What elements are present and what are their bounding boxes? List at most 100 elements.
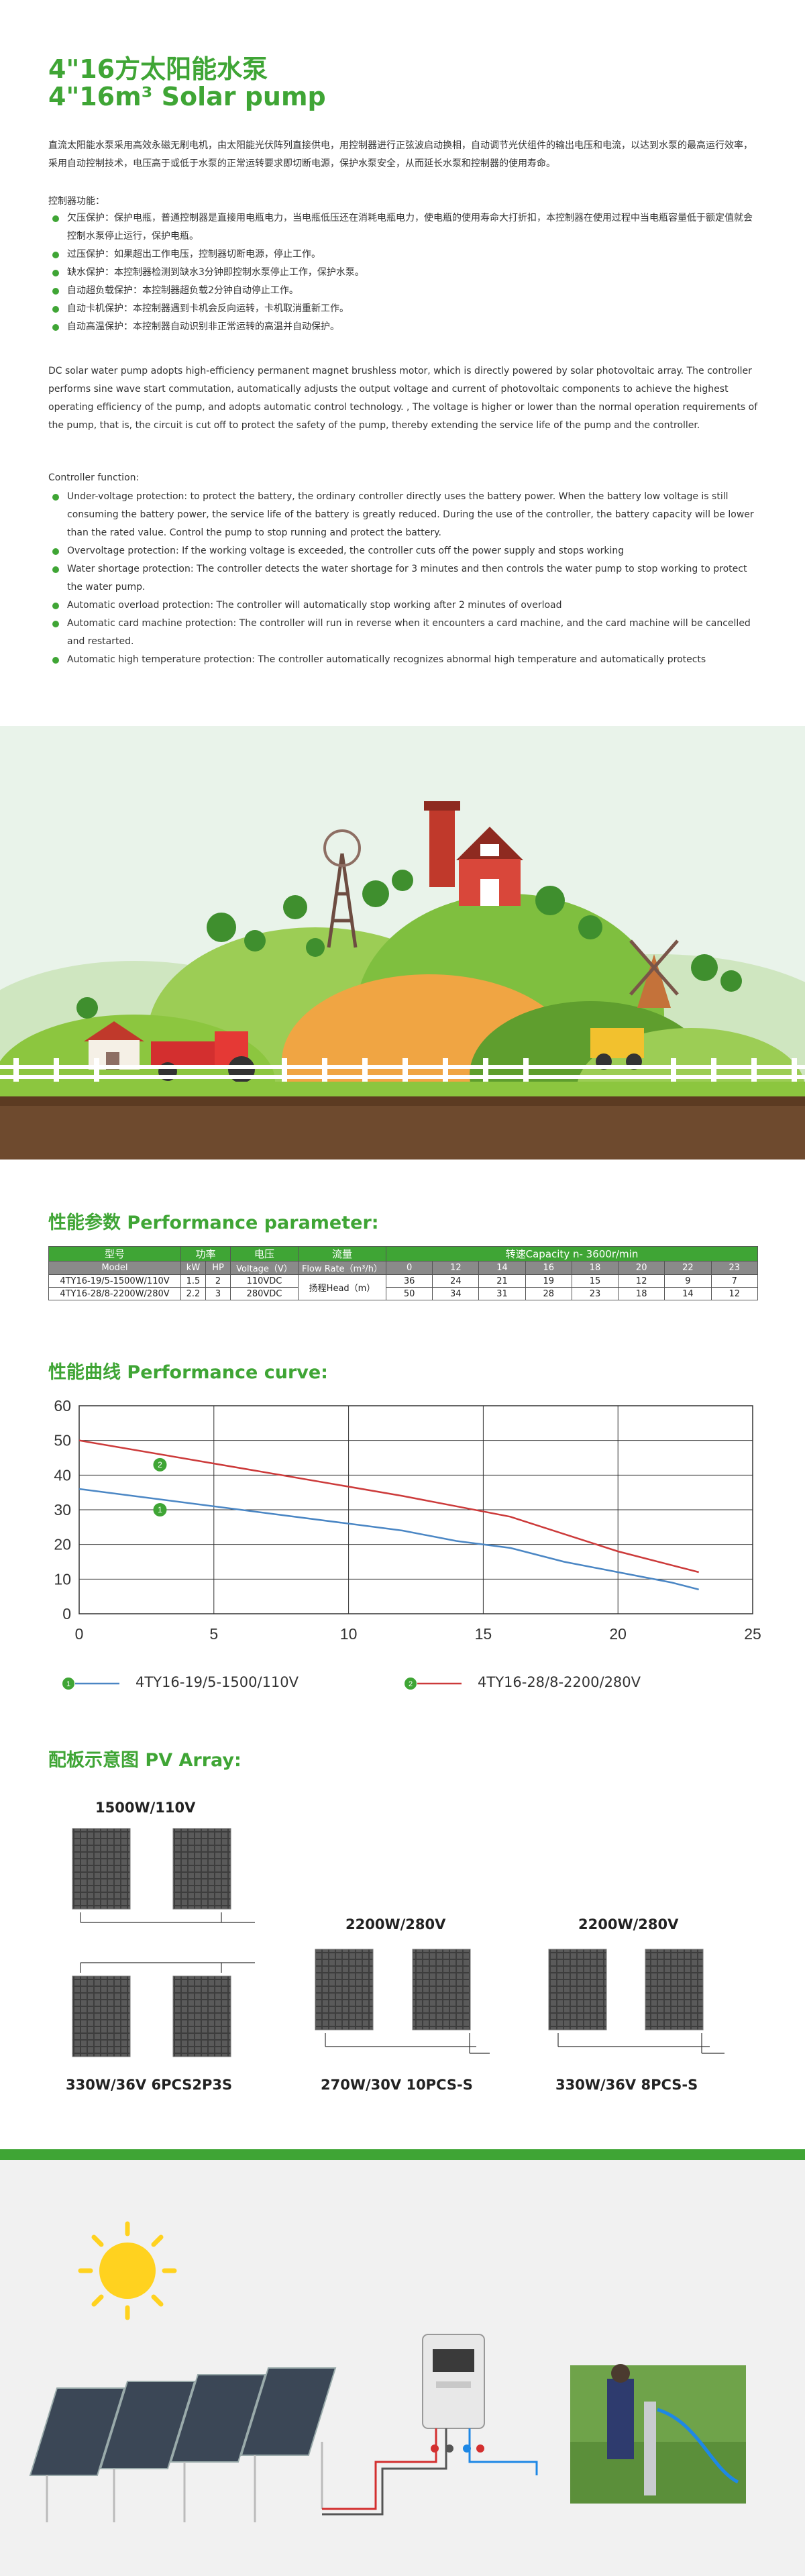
table-cell: 23 (571, 1287, 619, 1300)
table-cell: 12 (710, 1287, 759, 1300)
table-row: 4TY16-28/8-2200W/280V 2.2 3 280VDC 50 34… (48, 1287, 759, 1300)
table-cell: 50 (385, 1287, 433, 1300)
list-item: Automatic card machine protection: The c… (48, 615, 759, 651)
header-cell: HP (205, 1261, 231, 1275)
list-item: Under-voltage protection: to protect the… (48, 488, 759, 542)
series-line-2 (78, 1439, 699, 1574)
table-cell: 7 (710, 1274, 759, 1288)
pv-group-2-spec: 270W/30V 10PCS-S (321, 2077, 473, 2093)
table-cell: 280VDC (230, 1287, 299, 1300)
list-item: Automatic high temperature protection: T… (48, 651, 759, 669)
list-item: 缺水保护：本控制器检测到缺水3分钟即控制水泵停止工作，保护水泵。 (48, 264, 759, 282)
pv-heading: 配板示意图 PV Array: (48, 1750, 241, 1771)
performance-curve-chart: 0 10 20 30 40 50 60 0 5 10 15 20 25 1 2 (54, 1397, 761, 1643)
table-cell: 扬程Head（m） (298, 1274, 386, 1300)
performance-table: 型号 功率 电压 流量 转速Capacity n- 3600r/min Mode… (48, 1246, 759, 1300)
table-cell: 36 (385, 1274, 433, 1288)
table-cell: 1.5 (180, 1274, 206, 1288)
header-cell: 功率 (180, 1246, 231, 1261)
list-item: 欠压保护：保护电瓶，普通控制器是直接用电瓶电力，当电瓶低压还在消耗电瓶电力，使电… (48, 209, 759, 246)
performance-heading: 性能参数 Performance parameter: (48, 1213, 379, 1233)
list-item: 自动高温保护：本控制器自动识别非正常运转的高温并自动保护。 (48, 318, 759, 336)
series-marker-label-2: 2 (158, 1460, 162, 1470)
x-tick-label: 15 (475, 1625, 492, 1643)
intro-english: DC solar water pump adopts high-efficien… (48, 366, 758, 431)
solar-panel-group-3 (548, 1949, 724, 2054)
legend-item-2: 2 4TY16-28/8-2200/280V (402, 1673, 751, 1694)
header-cell: Voltage（V） (230, 1261, 299, 1275)
y-tick-label: 60 (54, 1397, 71, 1414)
series-line-1 (78, 1488, 699, 1591)
barn-icon (424, 801, 523, 906)
y-tick-label: 40 (54, 1466, 71, 1484)
green-divider (0, 2149, 805, 2160)
title-chinese: 4"16方太阳能水泵 (48, 54, 268, 84)
controller-list-cn: 欠压保护：保护电瓶，普通控制器是直接用电瓶电力，当电瓶低压还在消耗电瓶电力，使电… (48, 209, 759, 336)
legend-label-1: 4TY16-19/5-1500/110V (136, 1674, 299, 1690)
house-icon (84, 1021, 144, 1070)
title-english: 4"16m³ Solar pump (48, 82, 326, 111)
x-tick-label: 20 (609, 1625, 627, 1643)
pv-group-3-power: 2200W/280V (578, 1916, 679, 1933)
pv-group-2-power: 2200W/280V (345, 1916, 446, 1933)
x-tick-label: 25 (744, 1625, 761, 1643)
header-cell: kW (180, 1261, 206, 1275)
list-item: 过压保护：如果超出工作电压，控制器切断电源，停止工作。 (48, 246, 759, 264)
x-tick-label: 10 (340, 1625, 358, 1643)
series-marker-2 (153, 1457, 167, 1472)
list-item: Water shortage protection: The controlle… (48, 560, 759, 597)
wind-tower-icon (323, 829, 361, 948)
table-cell: 19 (525, 1274, 572, 1288)
series-marker-1 (153, 1503, 167, 1516)
farm-illustration (0, 726, 805, 1160)
header-cell: 18 (571, 1261, 619, 1275)
header-cell: Model (48, 1261, 181, 1275)
table-cell: 4TY16-28/8-2200W/280V (48, 1287, 181, 1300)
solar-panel-group-1 (72, 1828, 255, 2057)
intro-chinese: 直流太阳能水泵采用高效永磁无刷电机，由太阳能光伏阵列直接供电，用控制器进行正弦波… (48, 140, 753, 169)
table-cell: 28 (525, 1287, 572, 1300)
y-tick-label: 10 (54, 1570, 71, 1588)
table-row: 4TY16-19/5-1500W/110V 1.5 2 110VDC 扬程Hea… (48, 1274, 759, 1300)
header-cell: 0 (385, 1261, 433, 1275)
pump-icon (644, 2402, 656, 2495)
legend-marker-1: 1 (62, 1678, 119, 1690)
pv-group-3-spec: 330W/36V 8PCS-S (555, 2077, 698, 2093)
system-illustration (29, 2221, 746, 2522)
pump-controller-icon (422, 2334, 485, 2429)
table-cell: 21 (478, 1274, 526, 1288)
header-cell: Flow Rate（m³/h） (298, 1261, 386, 1275)
table-cell: 31 (478, 1287, 526, 1300)
pv-array-diagram (72, 1828, 724, 2057)
table-cell: 110VDC (230, 1274, 299, 1288)
y-tick-label: 0 (62, 1605, 71, 1622)
windmill-icon (629, 939, 679, 1008)
header-cell: 23 (710, 1261, 759, 1275)
header-cell: 转速Capacity n- 3600r/min (386, 1246, 758, 1261)
header-cell: 电压 (230, 1246, 299, 1261)
pv-group-1-spec: 330W/36V 6PCS2P3S (66, 2077, 233, 2093)
table-cell: 34 (432, 1287, 480, 1300)
header-cell: 14 (478, 1261, 526, 1275)
list-item: 自动卡机保护：本控制器遇到卡机会反向运转，卡机取消重新工作。 (48, 300, 759, 318)
list-item: Overvoltage protection: If the working v… (48, 542, 759, 560)
solar-array-icon (29, 2367, 337, 2522)
table-cell: 18 (618, 1287, 665, 1300)
x-tick-label: 0 (75, 1625, 84, 1643)
table-cell: 12 (618, 1274, 665, 1288)
controller-label-cn: 控制器功能： (48, 196, 105, 207)
legend-marker-2: 2 (405, 1678, 462, 1690)
curve-heading: 性能曲线 Performance curve: (48, 1362, 328, 1383)
table-cell: 14 (664, 1287, 712, 1300)
header-cell: 20 (618, 1261, 665, 1275)
table-cell: 15 (571, 1274, 619, 1288)
legend-label-2: 4TY16-28/8-2200/280V (478, 1674, 641, 1690)
table-cell: 24 (432, 1274, 480, 1288)
svg-text:2: 2 (409, 1680, 413, 1688)
pv-group-1-power: 1500W/110V (95, 1800, 196, 1816)
list-item: 自动超负载保护：本控制器超负载2分钟自动停止工作。 (48, 282, 759, 300)
sun-icon (78, 2221, 177, 2320)
header-cell: 16 (525, 1261, 572, 1275)
legend-item-1: 1 4TY16-19/5-1500/110V (60, 1673, 409, 1694)
solar-panel-group-2 (315, 1949, 490, 2054)
